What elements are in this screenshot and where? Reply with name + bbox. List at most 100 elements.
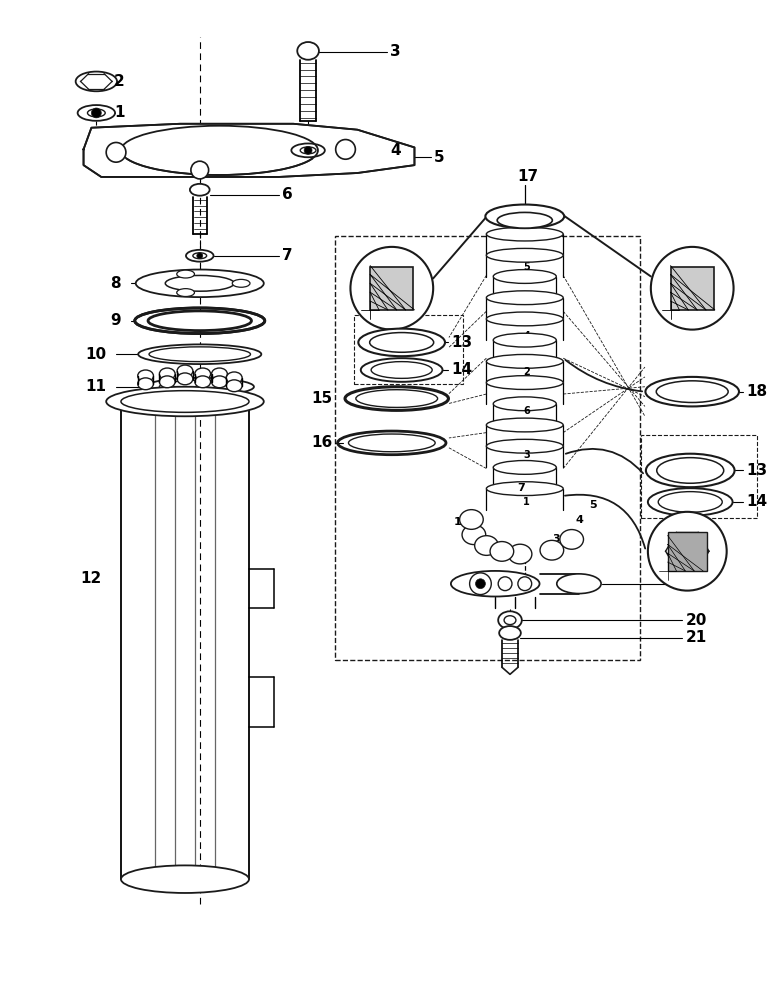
Text: 19: 19 bbox=[686, 576, 706, 591]
Ellipse shape bbox=[540, 540, 564, 560]
Ellipse shape bbox=[648, 488, 733, 516]
Ellipse shape bbox=[177, 365, 193, 377]
Ellipse shape bbox=[212, 376, 227, 388]
Text: 2: 2 bbox=[161, 373, 168, 383]
Text: 3: 3 bbox=[552, 534, 560, 544]
Text: 5: 5 bbox=[228, 377, 235, 387]
Text: 5: 5 bbox=[434, 150, 445, 165]
Ellipse shape bbox=[76, 72, 117, 91]
Text: 2: 2 bbox=[497, 544, 505, 554]
Text: 6: 6 bbox=[282, 187, 293, 202]
Ellipse shape bbox=[486, 291, 564, 305]
Text: 8: 8 bbox=[110, 276, 121, 291]
Ellipse shape bbox=[508, 544, 532, 564]
Circle shape bbox=[469, 573, 491, 595]
Text: 7: 7 bbox=[282, 248, 292, 263]
Ellipse shape bbox=[560, 530, 584, 549]
Text: 12: 12 bbox=[80, 571, 101, 586]
Ellipse shape bbox=[300, 147, 316, 154]
Polygon shape bbox=[83, 124, 415, 177]
Ellipse shape bbox=[193, 253, 207, 259]
Ellipse shape bbox=[226, 380, 242, 392]
Ellipse shape bbox=[232, 279, 250, 287]
Ellipse shape bbox=[177, 270, 195, 278]
Text: 2: 2 bbox=[523, 367, 530, 377]
Text: 3: 3 bbox=[390, 44, 401, 59]
Circle shape bbox=[498, 577, 512, 591]
Ellipse shape bbox=[646, 454, 734, 487]
Ellipse shape bbox=[459, 510, 483, 529]
Ellipse shape bbox=[297, 42, 319, 60]
Ellipse shape bbox=[87, 109, 105, 117]
Bar bbox=[668, 532, 707, 571]
Text: 1: 1 bbox=[523, 497, 530, 507]
Ellipse shape bbox=[356, 390, 438, 407]
Text: 4: 4 bbox=[213, 373, 220, 383]
Ellipse shape bbox=[186, 250, 214, 262]
Circle shape bbox=[648, 512, 726, 591]
Ellipse shape bbox=[656, 381, 728, 402]
Text: 20: 20 bbox=[686, 613, 706, 628]
Bar bbox=[370, 267, 414, 310]
Text: 1: 1 bbox=[114, 105, 124, 120]
Ellipse shape bbox=[370, 333, 434, 352]
Circle shape bbox=[197, 253, 203, 259]
Ellipse shape bbox=[348, 434, 435, 452]
Circle shape bbox=[304, 146, 312, 154]
Circle shape bbox=[191, 161, 208, 179]
Ellipse shape bbox=[138, 344, 261, 364]
Text: 4: 4 bbox=[576, 515, 584, 525]
Ellipse shape bbox=[493, 270, 557, 283]
Ellipse shape bbox=[497, 212, 552, 228]
Text: 3: 3 bbox=[523, 450, 530, 460]
Ellipse shape bbox=[361, 358, 442, 382]
Text: 15: 15 bbox=[312, 391, 333, 406]
Text: 9: 9 bbox=[110, 313, 121, 328]
Ellipse shape bbox=[137, 378, 154, 390]
Circle shape bbox=[518, 577, 532, 591]
Text: 2: 2 bbox=[114, 74, 125, 89]
Text: 7: 7 bbox=[517, 483, 525, 493]
Circle shape bbox=[651, 247, 733, 330]
Circle shape bbox=[91, 108, 101, 118]
Ellipse shape bbox=[159, 368, 175, 380]
Bar bbox=[354, 315, 462, 384]
Text: 10: 10 bbox=[85, 347, 107, 362]
Text: 1: 1 bbox=[523, 293, 530, 303]
Ellipse shape bbox=[107, 387, 264, 416]
Ellipse shape bbox=[486, 227, 564, 241]
Text: 14: 14 bbox=[451, 362, 472, 377]
Circle shape bbox=[350, 247, 433, 330]
Ellipse shape bbox=[358, 329, 445, 356]
Ellipse shape bbox=[493, 333, 557, 347]
Ellipse shape bbox=[486, 312, 564, 326]
Ellipse shape bbox=[226, 372, 242, 384]
Ellipse shape bbox=[212, 368, 227, 380]
Ellipse shape bbox=[498, 611, 522, 629]
Ellipse shape bbox=[557, 574, 601, 594]
Text: 5: 5 bbox=[523, 262, 530, 272]
Text: 4: 4 bbox=[390, 143, 401, 158]
Ellipse shape bbox=[486, 205, 564, 228]
Text: 17: 17 bbox=[517, 169, 538, 184]
Text: 16: 16 bbox=[311, 435, 333, 450]
Ellipse shape bbox=[195, 368, 211, 380]
Ellipse shape bbox=[486, 354, 564, 368]
Ellipse shape bbox=[659, 492, 723, 512]
Ellipse shape bbox=[146, 378, 254, 396]
Ellipse shape bbox=[645, 377, 739, 406]
Ellipse shape bbox=[451, 571, 540, 597]
Ellipse shape bbox=[121, 391, 249, 412]
Text: 4: 4 bbox=[523, 331, 530, 341]
Ellipse shape bbox=[499, 626, 521, 640]
Ellipse shape bbox=[493, 461, 557, 474]
Ellipse shape bbox=[136, 270, 264, 297]
Ellipse shape bbox=[504, 616, 516, 625]
Ellipse shape bbox=[159, 376, 175, 388]
Ellipse shape bbox=[486, 376, 564, 389]
Ellipse shape bbox=[291, 143, 325, 157]
Circle shape bbox=[476, 579, 486, 589]
Text: 6: 6 bbox=[196, 373, 203, 383]
Ellipse shape bbox=[165, 275, 234, 291]
Circle shape bbox=[336, 140, 355, 159]
